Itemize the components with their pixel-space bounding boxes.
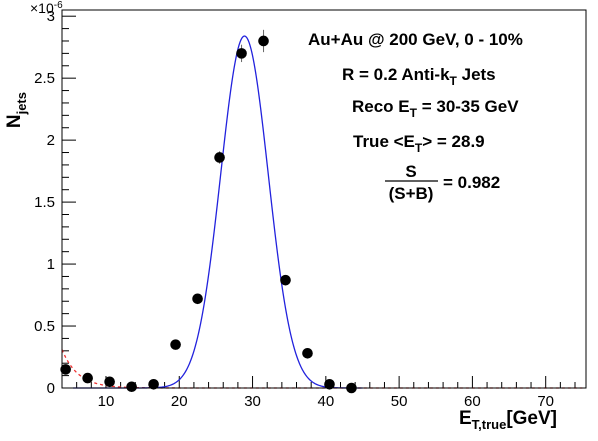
x-tick-label: 70 <box>537 393 554 410</box>
x-tick-label: 30 <box>244 393 261 410</box>
y-tick-label: 0 <box>47 380 55 397</box>
data-point <box>302 347 313 359</box>
data-point <box>104 376 115 388</box>
x-axis-label: ET,true[GeV] <box>459 408 557 432</box>
plot-frame <box>61 9 587 389</box>
data-point <box>82 372 93 384</box>
data-point <box>258 35 269 47</box>
data-point <box>170 339 181 350</box>
tick-labels: 10 20 30 40 50 60 70 0 0.5 1 1.5 2 2.5 3 <box>34 8 554 410</box>
y-axis-exponent: ×10-6 <box>30 0 63 16</box>
y-tick-label: 1.5 <box>34 194 55 211</box>
annotation-fraction-denominator: (S+B) <box>389 184 434 203</box>
data-point <box>60 364 71 375</box>
data-point <box>214 152 225 163</box>
y-tick-label: 2.5 <box>34 70 55 87</box>
annotation-collision: Au+Au @ 200 GeV, 0 - 10% <box>308 30 523 49</box>
background-fit-curve <box>61 349 583 389</box>
data-point <box>324 378 335 390</box>
data-points <box>60 29 357 394</box>
x-tick-label: 10 <box>98 393 115 410</box>
data-point <box>148 378 159 390</box>
y-tick-label: 0.5 <box>34 318 55 335</box>
x-tick-label: 60 <box>464 393 481 410</box>
data-point <box>126 381 137 393</box>
annotation-reco-energy: Reco ET = 30-35 GeV <box>352 97 519 120</box>
y-tick-label: 1 <box>47 256 55 273</box>
data-point <box>192 293 203 305</box>
minor-ticks <box>61 28 576 388</box>
annotation-jet-algorithm: R = 0.2 Anti-kT Jets <box>342 65 496 88</box>
data-point <box>280 274 291 286</box>
x-tick-label: 50 <box>391 393 408 410</box>
x-tick-label: 40 <box>317 393 334 410</box>
gaussian-fit-curve <box>72 35 363 389</box>
annotation-true-energy: True <ET> = 28.9 <box>353 132 485 155</box>
y-axis-label: Njets <box>4 92 29 128</box>
data-point <box>236 48 247 59</box>
annotation-block: Au+Au @ 200 GeV, 0 - 10% R = 0.2 Anti-kT… <box>308 30 523 203</box>
y-tick-label: 2 <box>47 132 55 149</box>
x-tick-label: 20 <box>171 393 188 410</box>
annotation-fraction-numerator: S <box>405 162 416 181</box>
y-tick-label: 3 <box>47 8 55 25</box>
annotation-purity-value: = 0.982 <box>443 173 500 192</box>
